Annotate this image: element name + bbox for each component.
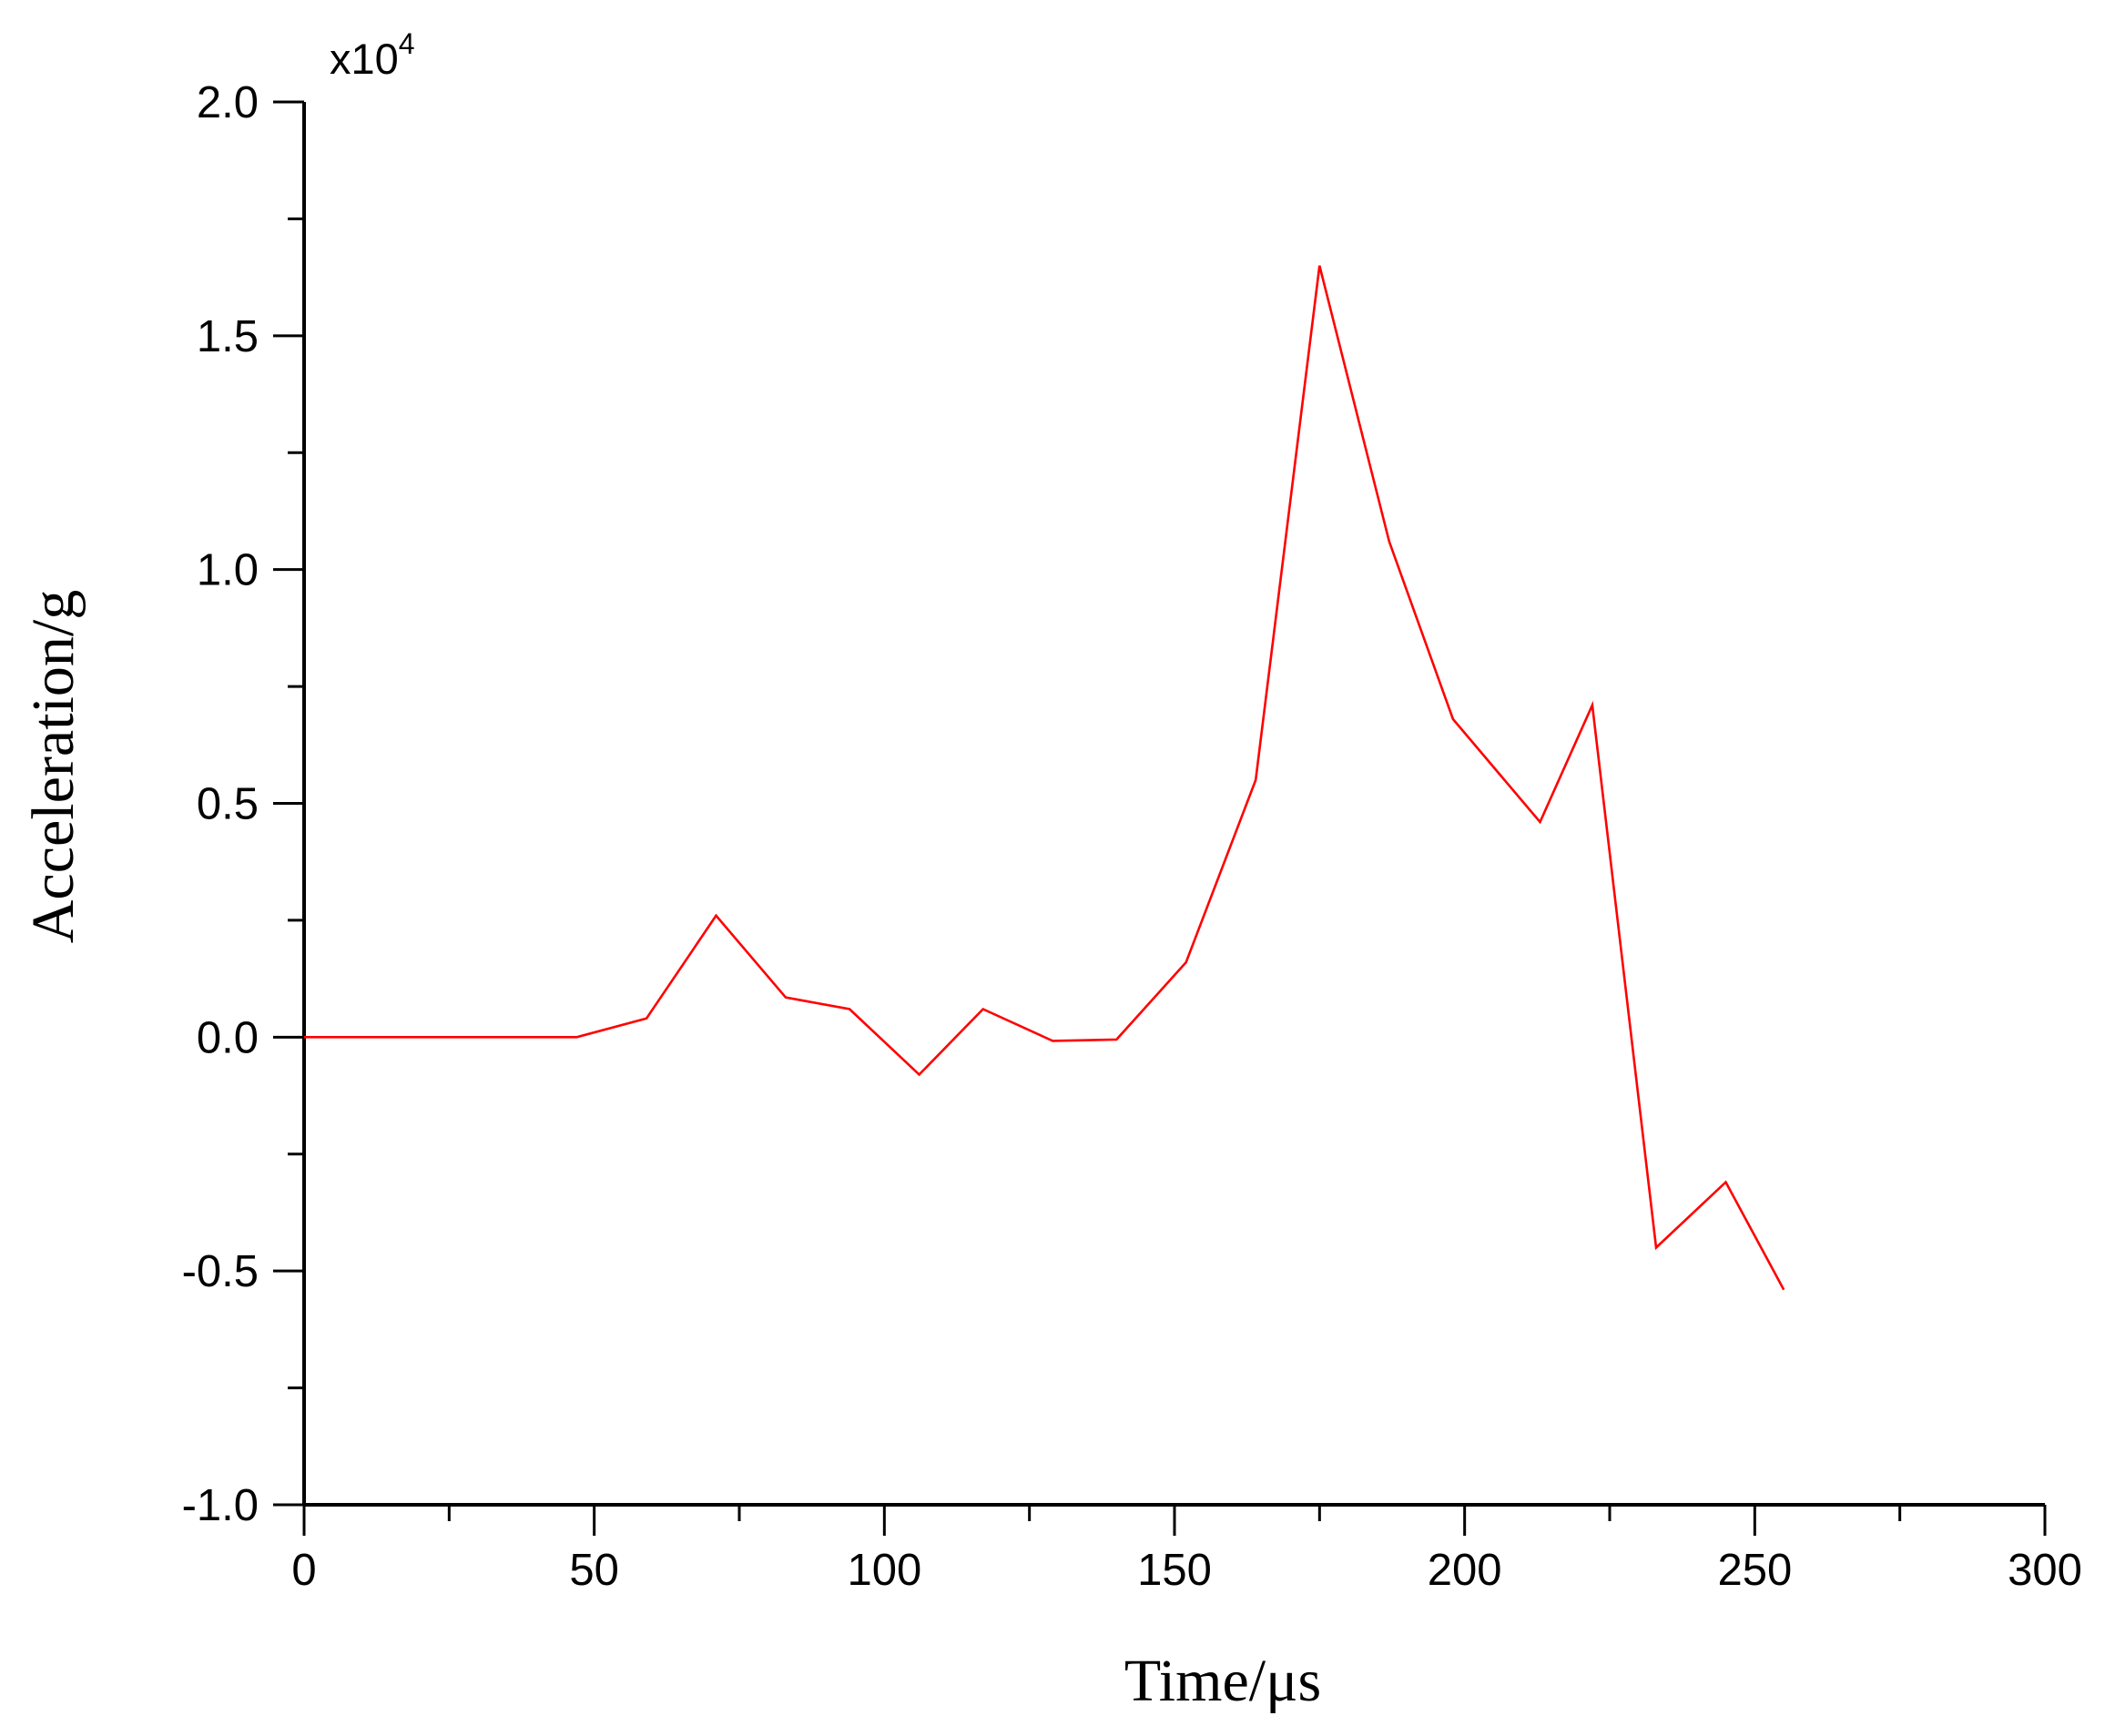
y-multiplier-base: x10 — [330, 35, 399, 83]
x-tick-label: 250 — [1717, 1546, 1792, 1595]
series-line — [304, 265, 1785, 1291]
y-tick-label: 1.0 — [197, 546, 259, 595]
y-tick-label: 2.0 — [197, 78, 259, 127]
y-axis: -1.0 -0.5 0.0 0.5 1.0 1.5 2.0 — [182, 78, 306, 1530]
x-tick-label: 300 — [2008, 1546, 2082, 1595]
x-tick-label: 100 — [847, 1546, 921, 1595]
y-axis-multiplier: x104 — [330, 27, 415, 83]
x-axis-title: Time/μs — [1124, 1648, 1321, 1714]
y-tick-label: -0.5 — [182, 1247, 259, 1296]
y-tick-label: -1.0 — [182, 1481, 259, 1530]
y-axis-title: Acceleration/g — [20, 590, 86, 943]
x-tick-label: 200 — [1428, 1546, 1502, 1595]
y-tick-label: 1.5 — [197, 312, 259, 361]
x-tick-label: 0 — [291, 1546, 316, 1595]
series-layer — [303, 265, 1785, 1291]
x-axis: 0 50 100 150 200 250 300 — [291, 1503, 2082, 1595]
y-tick-label: 0.5 — [197, 780, 259, 829]
x-tick-label: 150 — [1137, 1546, 1212, 1595]
y-multiplier-exponent: 4 — [399, 27, 415, 60]
y-tick-label: 0.0 — [197, 1013, 259, 1062]
x-tick-label: 50 — [569, 1546, 619, 1595]
